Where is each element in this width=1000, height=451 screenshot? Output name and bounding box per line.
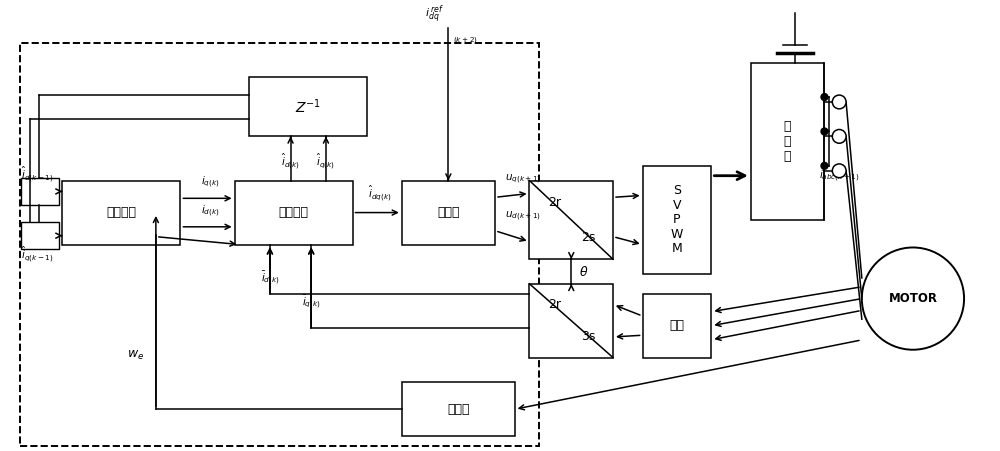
Bar [235,180,353,244]
Text: $Z^{-1}$: $Z^{-1}$ [295,97,321,116]
Circle shape [821,94,828,101]
Text: 电流预测: 电流预测 [106,206,136,219]
Text: ${}_{(k+2)}$: ${}_{(k+2)}$ [453,36,478,47]
Text: 无差拍: 无差拍 [437,206,460,219]
Text: 采样: 采样 [669,319,684,332]
Circle shape [862,248,964,350]
Text: $i_{q(k)}$: $i_{q(k)}$ [201,175,219,190]
Bar [751,63,824,220]
Text: 电流修正: 电流修正 [279,206,309,219]
Bar [643,294,711,358]
Circle shape [832,129,846,143]
Text: $\hat{i}_{d(k)}$: $\hat{i}_{d(k)}$ [281,151,300,171]
Text: $\theta$: $\theta$ [579,265,589,279]
Text: 2s: 2s [581,231,595,244]
Text: 3s: 3s [581,331,595,344]
Circle shape [832,95,846,109]
Text: $i_{abc(k+1)}$: $i_{abc(k+1)}$ [819,168,860,184]
Bar [21,178,59,205]
Text: 2r: 2r [548,298,561,311]
Text: $i_{dq}^{\,ref}$: $i_{dq}^{\,ref}$ [425,4,443,26]
Bar [402,382,515,436]
Text: MOTOR: MOTOR [888,292,937,305]
Text: $i_{d(k)}$: $i_{d(k)}$ [201,203,219,219]
Circle shape [832,164,846,178]
Bar [249,78,367,136]
Text: $u_{d(k+1)}$: $u_{d(k+1)}$ [505,210,541,223]
Text: S
V
P
W
M: S V P W M [671,184,683,255]
Text: $u_{q(k+1)}$: $u_{q(k+1)}$ [505,172,541,185]
Circle shape [821,162,828,169]
Bar [402,180,495,244]
Text: 逆
变
器: 逆 变 器 [784,120,791,163]
Text: 2r: 2r [548,196,561,209]
Text: $\hat{i}_{q(k)}$: $\hat{i}_{q(k)}$ [316,151,336,171]
Text: $\bar{i}_{q(k)}$: $\bar{i}_{q(k)}$ [302,294,321,311]
Bar [21,222,59,249]
Text: $\hat{i}_{dq(k)}$: $\hat{i}_{dq(k)}$ [368,184,392,203]
Text: $\hat{i}_{q(k-1)}$: $\hat{i}_{q(k-1)}$ [21,244,54,264]
Circle shape [821,128,828,135]
Text: $\hat{i}_{d(k-1)}$: $\hat{i}_{d(k-1)}$ [21,164,54,184]
Bar [529,180,613,259]
Bar [529,284,613,358]
Bar [20,43,539,446]
Text: $w_e$: $w_e$ [127,349,144,362]
Text: 测速器: 测速器 [447,403,469,416]
Text: $\bar{i}_{d(k)}$: $\bar{i}_{d(k)}$ [261,269,279,287]
Bar [62,180,180,244]
Bar [643,166,711,274]
